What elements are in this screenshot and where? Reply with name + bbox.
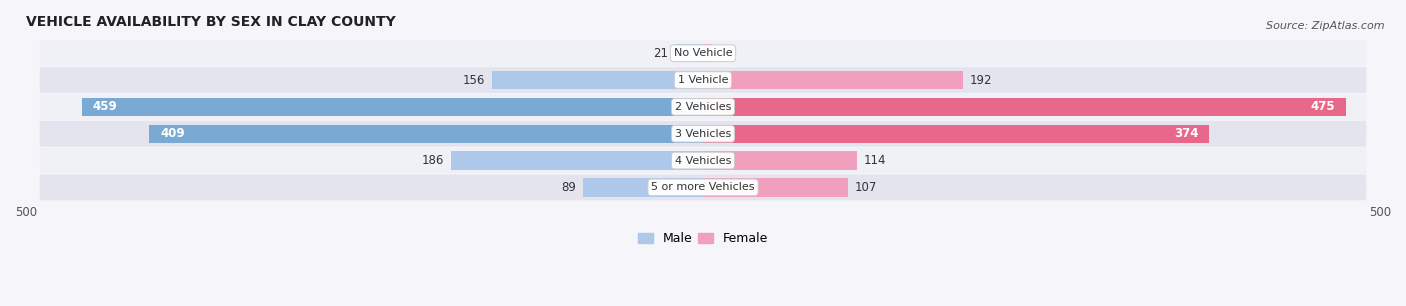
Text: 409: 409 (160, 127, 184, 140)
Text: 107: 107 (855, 181, 877, 194)
FancyBboxPatch shape (39, 174, 1367, 200)
Bar (703, 151, 858, 170)
Text: 5 or more Vehicles: 5 or more Vehicles (651, 182, 755, 192)
Bar (703, 44, 713, 62)
Text: 156: 156 (463, 73, 485, 87)
FancyBboxPatch shape (39, 94, 1367, 120)
Text: 475: 475 (1310, 100, 1336, 114)
Text: 4 Vehicles: 4 Vehicles (675, 155, 731, 166)
Bar (451, 151, 703, 170)
Text: 1 Vehicle: 1 Vehicle (678, 75, 728, 85)
Text: 192: 192 (970, 73, 993, 87)
FancyBboxPatch shape (39, 40, 1367, 66)
Bar (149, 125, 703, 143)
Bar (703, 71, 963, 89)
Text: 7: 7 (720, 47, 727, 60)
Bar (492, 71, 703, 89)
Text: 2 Vehicles: 2 Vehicles (675, 102, 731, 112)
FancyBboxPatch shape (39, 67, 1367, 93)
Bar (703, 125, 1209, 143)
Text: 89: 89 (561, 181, 575, 194)
Text: Source: ZipAtlas.com: Source: ZipAtlas.com (1267, 21, 1385, 32)
Bar (703, 98, 1346, 116)
FancyBboxPatch shape (39, 148, 1367, 174)
Bar (82, 98, 703, 116)
Text: 374: 374 (1174, 127, 1198, 140)
Text: VEHICLE AVAILABILITY BY SEX IN CLAY COUNTY: VEHICLE AVAILABILITY BY SEX IN CLAY COUN… (27, 15, 396, 29)
Bar (703, 178, 848, 196)
FancyBboxPatch shape (39, 121, 1367, 147)
Text: 3 Vehicles: 3 Vehicles (675, 129, 731, 139)
Bar (675, 44, 703, 62)
Text: 114: 114 (865, 154, 887, 167)
Text: 21: 21 (652, 47, 668, 60)
Text: 186: 186 (422, 154, 444, 167)
Text: 459: 459 (93, 100, 117, 114)
Bar (582, 178, 703, 196)
Legend: Male, Female: Male, Female (633, 227, 773, 251)
Text: No Vehicle: No Vehicle (673, 48, 733, 58)
